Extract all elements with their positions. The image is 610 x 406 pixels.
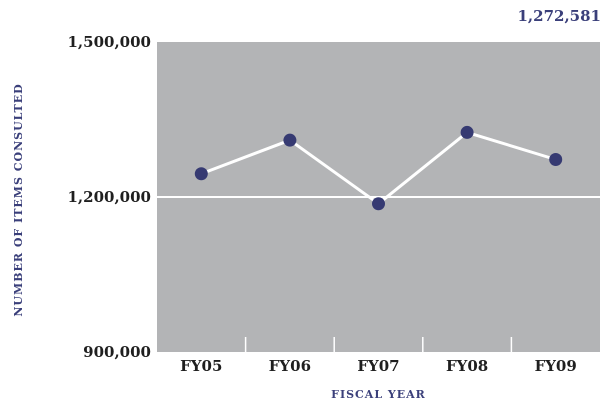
y-tick-label: 900,000 [83,343,151,361]
x-axis-title: FISCAL YEAR [331,388,426,401]
value-annotation: 1,272,581 [517,7,601,25]
x-tick-labels: FY05 FY06 FY07 FY08 FY09 [180,357,577,375]
y-axis-title: NUMBER OF ITEMS CONSULTED [12,83,25,316]
y-tick-labels: 1,500,000 1,200,000 900,000 [67,33,151,361]
x-tick-label: FY09 [535,357,577,375]
data-point-fy08 [460,125,474,139]
y-tick-label: 1,200,000 [67,188,151,206]
x-tick-marks [244,337,513,352]
x-tick-label: FY06 [269,357,311,375]
y-tick-label: 1,500,000 [67,33,151,51]
x-tick-label: FY08 [446,357,488,375]
data-point-fy07 [372,197,385,211]
data-point-fy06 [283,133,297,147]
data-points [194,125,563,211]
x-tick-label: FY07 [357,357,399,375]
data-point-fy05 [194,167,208,181]
x-tick-label: FY05 [180,357,222,375]
data-point-fy09 [549,152,563,166]
